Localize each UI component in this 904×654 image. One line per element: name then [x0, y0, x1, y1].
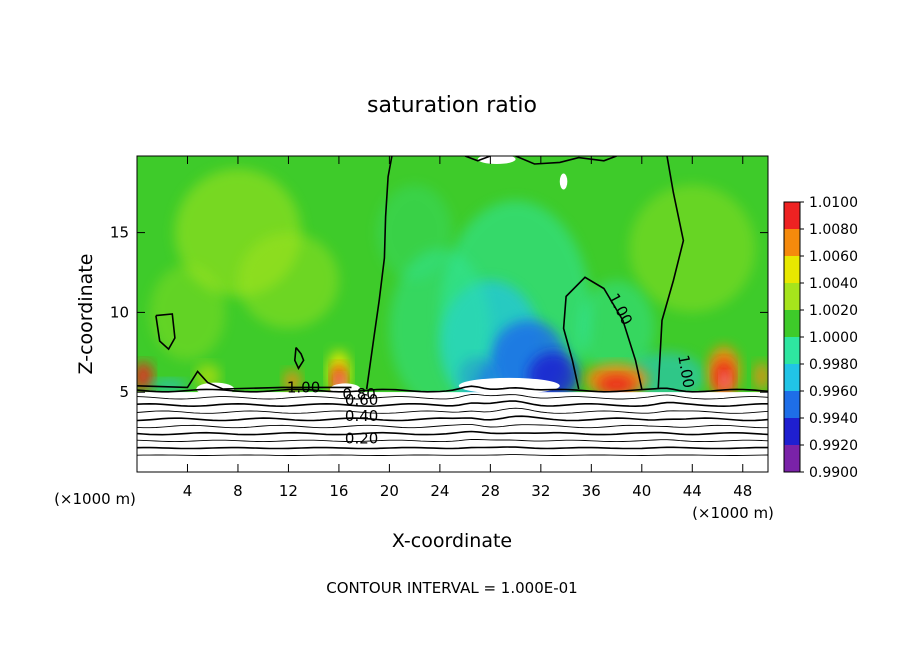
x-unit-label-left: (×1000 m) — [54, 490, 136, 508]
colorbar-label: 1.0060 — [809, 249, 858, 265]
contour-line-0.7 — [137, 407, 768, 414]
x-tick-label: 12 — [279, 482, 298, 500]
y-tick-label: 15 — [110, 224, 129, 242]
colorbar: 0.9900 0.9920 0.9940 0.9960 0.9980 1.0000 1.00… — [783, 195, 858, 481]
colorbar-label: 0.9900 — [809, 465, 858, 481]
colorbar-label: 1.0000 — [809, 330, 858, 346]
field-blob — [389, 248, 491, 409]
contour-label-6: 0.20 — [345, 429, 378, 447]
field-blob — [720, 373, 731, 390]
unity-contour-lines — [137, 156, 685, 390]
unity-contour-1 — [657, 156, 685, 390]
x-axis-title: X-coordinate — [392, 530, 512, 552]
contour-label-4: 0.60 — [345, 391, 378, 409]
colorbar-segment — [784, 445, 800, 472]
lower-contour-lines — [137, 385, 768, 472]
unity-contour-7 — [464, 156, 491, 162]
y-axis-title: Z-coordinate — [75, 254, 97, 375]
colorbar-segment — [784, 229, 800, 256]
chart-title: saturation ratio — [367, 93, 537, 118]
plot-area — [137, 156, 768, 472]
no-data-patch — [559, 173, 568, 190]
y-axis: 5 10 15 — [110, 224, 768, 401]
colorbar-label: 1.0100 — [809, 195, 858, 211]
contour-line-0.6 — [137, 415, 768, 422]
contour-line-0.2 — [137, 446, 768, 450]
contour-line-0.8 — [137, 400, 768, 408]
contour-line-1.0 — [137, 385, 768, 393]
contour-line-0.1 — [137, 454, 768, 456]
colorbar-label: 0.9980 — [809, 357, 858, 373]
unity-contour-5 — [137, 370, 352, 390]
colorbar-label: 0.9920 — [809, 438, 858, 454]
colorbar-label: 1.0080 — [809, 222, 858, 238]
colorbar-segment — [784, 283, 800, 310]
x-tick-label: 20 — [380, 482, 399, 500]
contour-line-0.5 — [137, 423, 768, 429]
contour-line-0.4 — [137, 430, 768, 436]
y-tick-label: 10 — [110, 303, 129, 321]
field-blob — [629, 184, 756, 313]
x-tick-label: 8 — [233, 482, 243, 500]
field-blob — [578, 280, 655, 377]
unity-contour-4 — [293, 347, 305, 370]
unity-contour-6 — [515, 156, 617, 165]
colorbar-label: 1.0020 — [809, 303, 858, 319]
x-unit-label-right: (×1000 m) — [692, 504, 774, 522]
field-blob — [237, 232, 339, 329]
x-tick-label: 32 — [531, 482, 550, 500]
plot-frame — [136, 155, 769, 473]
x-tick-label: 24 — [430, 482, 449, 500]
contour-label-5: 0.40 — [345, 407, 378, 425]
contour-interval-note: CONTOUR INTERVAL = 1.000E-01 — [326, 579, 577, 597]
colorbar-segment — [784, 202, 800, 229]
field-blob — [629, 352, 705, 401]
field-blob — [149, 264, 226, 361]
colorbar-label: 1.0040 — [809, 276, 858, 292]
field-blob — [137, 361, 154, 391]
x-axis: 4 8 12 16 20 24 28 32 36 40 44 48 — [183, 156, 752, 500]
colorbar-segment — [784, 337, 800, 364]
field-blob — [754, 361, 768, 391]
field-blob — [376, 184, 453, 281]
unity-contour-2 — [562, 276, 643, 390]
field-blob — [149, 379, 188, 393]
contour-line-0.3 — [137, 438, 768, 443]
colorbar-segment — [784, 310, 800, 337]
saturation-field — [137, 156, 768, 425]
field-blob — [597, 374, 636, 394]
y-tick-label: 5 — [119, 383, 129, 401]
colorbar-segment — [784, 364, 800, 391]
contour-line-0.9 — [137, 393, 768, 400]
colorbar-label: 0.9940 — [809, 411, 858, 427]
x-tick-label: 28 — [481, 482, 500, 500]
colorbar-segment — [784, 391, 800, 418]
x-tick-label: 16 — [329, 482, 348, 500]
contour-label-3: 0.80 — [342, 385, 375, 403]
contour-label-2: 1.00 — [674, 353, 698, 389]
colorbar-segment — [784, 256, 800, 283]
colorbar-segment — [784, 418, 800, 445]
unity-contour-3 — [155, 313, 176, 351]
x-tick-label: 40 — [632, 482, 651, 500]
contour-label-0: 1.00 — [287, 378, 320, 396]
x-tick-label: 48 — [733, 482, 752, 500]
colorbar-label: 0.9960 — [809, 384, 858, 400]
x-tick-label: 44 — [683, 482, 702, 500]
x-tick-label: 36 — [582, 482, 601, 500]
unity-contour-0 — [365, 156, 393, 390]
field-blob — [195, 363, 221, 390]
x-tick-label: 4 — [183, 482, 193, 500]
